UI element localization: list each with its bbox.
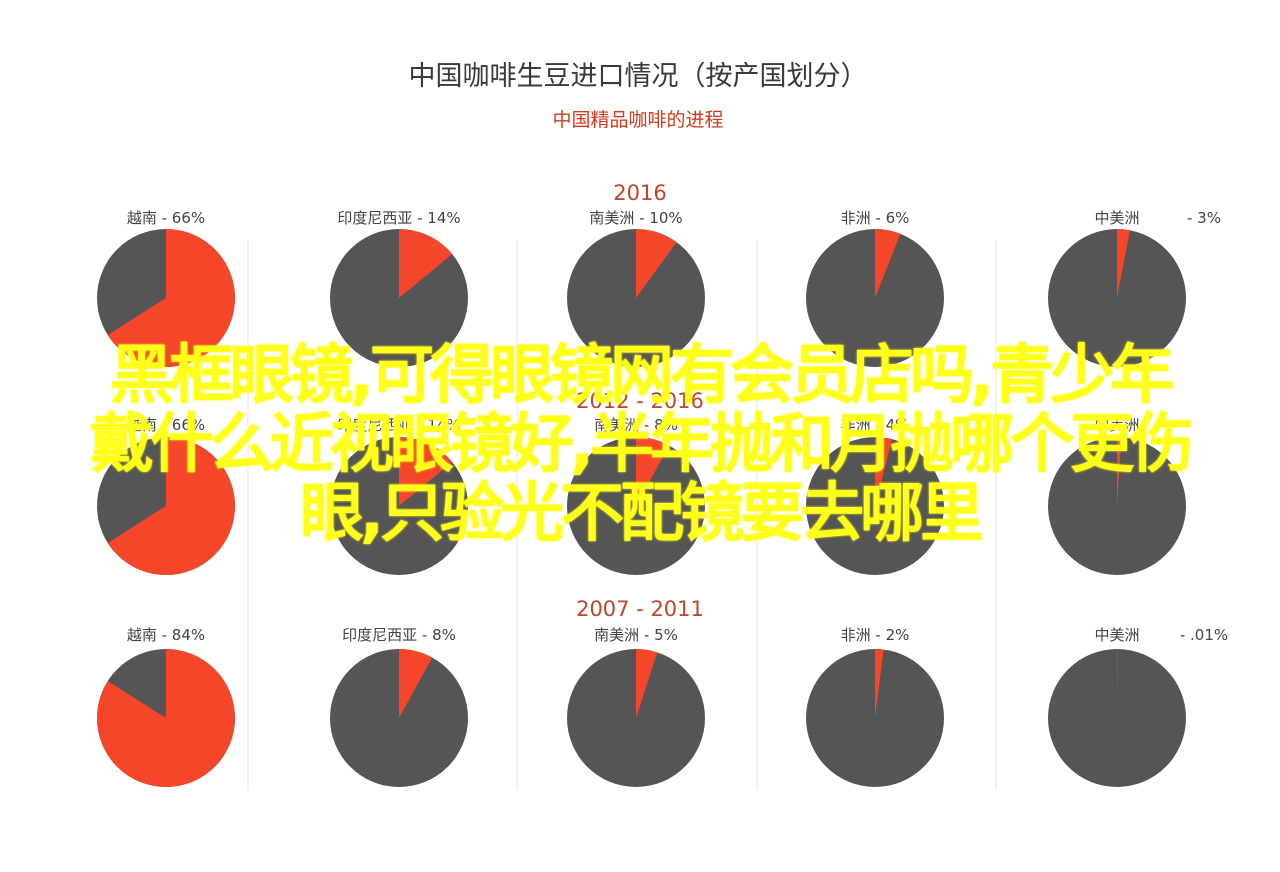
pie-share-slice (875, 437, 893, 506)
pie-label: 非洲 - 6% (841, 209, 910, 227)
pie-share-slice (96, 649, 235, 787)
pie-label: 南美洲 - 10% (589, 209, 682, 227)
pie-label-value: - .01% (1180, 626, 1228, 644)
period-heading: 2016 (613, 181, 666, 205)
pie-share-slice (399, 229, 453, 298)
pie-label-value: - 3% (1187, 209, 1221, 227)
period-heading: 2012 - 2016 (576, 389, 704, 413)
period-heading: 2007 - 2011 (576, 597, 704, 621)
pie-share-slice (1117, 437, 1122, 506)
pie-share-slice (107, 437, 235, 575)
pie-share-slice (1117, 229, 1130, 298)
pie-share-slice (636, 649, 658, 718)
pie-label: 中美洲 (1094, 626, 1139, 644)
pie-label: 非洲 - 4% (841, 416, 910, 434)
pie-label: 南美洲 - 8% (594, 416, 678, 434)
pie-share-slice (636, 229, 677, 298)
chart-title: 中国咖啡生豆进口情况（按产国划分） (409, 61, 868, 92)
pie-share-slice (399, 649, 433, 718)
pie-label: 印度尼西亚 - 14% (337, 209, 460, 227)
pie-share-slice (875, 229, 901, 298)
pie-share-slice (107, 229, 235, 367)
pie-label: 越南 - 84% (127, 626, 205, 644)
pie-label: 南美洲 - 5% (594, 626, 678, 644)
pie-share-slice (636, 436, 670, 506)
pie-label: 越南 - 66% (127, 209, 205, 227)
pie-label: 中美洲 (1094, 209, 1139, 227)
pie-label: 越南 - 66% (127, 416, 205, 434)
pie-label: 非洲 - 2% (841, 626, 910, 644)
pie-share-slice (875, 649, 884, 718)
pie-label: 印度尼西亚 - 14% (337, 416, 460, 434)
chart-subtitle: 中国精品咖啡的进程 (552, 109, 723, 131)
pie-share-slice (399, 437, 453, 506)
pie-label: 中美洲 (1094, 416, 1139, 434)
pie-label: 印度尼西亚 - 8% (342, 626, 456, 644)
